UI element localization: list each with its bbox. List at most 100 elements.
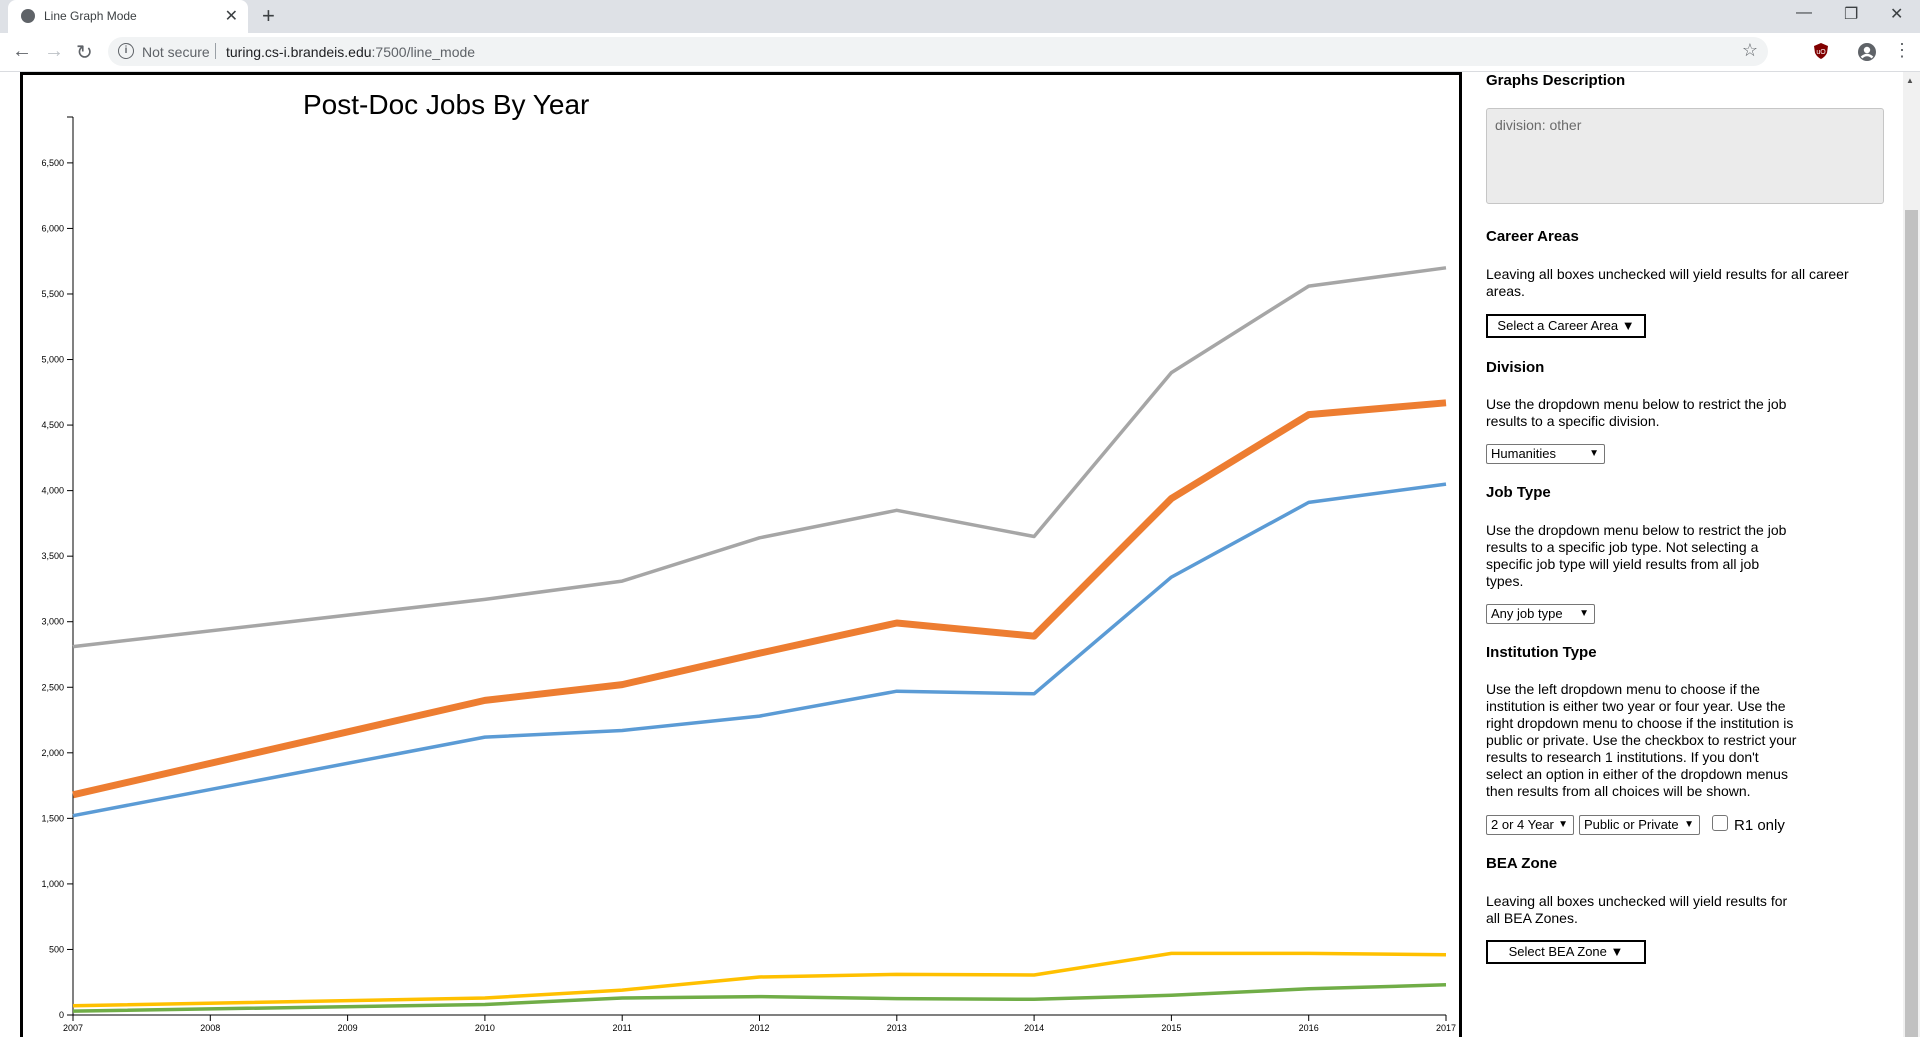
job-type-selected-value: Any job type xyxy=(1491,606,1563,621)
y-tick-label: 500 xyxy=(49,944,64,954)
scrollbar-thumb[interactable] xyxy=(1905,210,1918,1037)
url-text[interactable]: turing.cs-i.brandeis.edu:7500/line_mode xyxy=(226,44,475,60)
bea-zone-dropdown-button[interactable]: Select BEA Zone ▼ xyxy=(1486,940,1646,964)
division-text-line-1: Use the dropdown menu below to restrict … xyxy=(1486,396,1787,412)
info-icon[interactable]: i xyxy=(118,43,134,59)
address-bar[interactable]: i Not secure turing.cs-i.brandeis.edu:75… xyxy=(108,37,1768,66)
graphs-description-heading: Graphs Description xyxy=(1486,72,1626,89)
y-tick-label: 0 xyxy=(59,1010,64,1020)
profile-avatar-icon[interactable] xyxy=(1857,42,1877,62)
tab-line-graph-mode[interactable]: Line Graph Mode ✕ xyxy=(8,0,248,33)
reload-icon[interactable]: ↻ xyxy=(76,42,93,64)
svg-text:uO: uO xyxy=(1816,49,1826,56)
browser-toolbar: ← → ↻ i Not secure turing.cs-i.brandeis.… xyxy=(0,33,1920,72)
chevron-down-icon: ▼ xyxy=(1684,819,1694,830)
institution-years-selected-value: 2 or 4 Year xyxy=(1491,817,1554,832)
security-label[interactable]: Not secure xyxy=(142,44,210,60)
institution-type-text-line-2: institution is either two year or four y… xyxy=(1486,698,1786,714)
x-tick-label: 2010 xyxy=(475,1023,495,1033)
tab-close-button[interactable]: ✕ xyxy=(224,8,238,25)
series-line-1 xyxy=(72,266,1447,649)
url-host: turing.cs-i.brandeis.edu xyxy=(226,44,372,60)
x-tick-label: 2011 xyxy=(613,1023,632,1033)
y-tick-label: 2,000 xyxy=(41,748,64,758)
institution-type-text-line-7: then results from all choices will be sh… xyxy=(1486,783,1751,799)
forward-arrow-icon[interactable]: → xyxy=(44,40,64,62)
x-tick-label: 2013 xyxy=(887,1023,907,1033)
r1-only-label: R1 only xyxy=(1734,817,1785,834)
bea-zone-heading: BEA Zone xyxy=(1486,855,1558,872)
chart-frame: 0 500 1,000 1,500 2,000 2,500 3,000 3,500 4,000 4… xyxy=(20,72,1462,1037)
chart-title: Post-Doc Jobs By Year xyxy=(303,89,590,120)
url-path: :7500/line_mode xyxy=(371,44,476,60)
address-separator xyxy=(215,43,216,59)
x-tick-label: 2009 xyxy=(338,1023,358,1033)
y-tick-label: 2,500 xyxy=(41,682,64,692)
x-tick-label: 2015 xyxy=(1161,1023,1181,1033)
graphs-description-box: division: other xyxy=(1486,108,1884,204)
institution-type-heading: Institution Type xyxy=(1486,644,1597,661)
browser-menu-icon[interactable]: ⋮ xyxy=(1893,40,1911,60)
bea-zone-text-line-2: all BEA Zones. xyxy=(1486,910,1578,926)
x-tick-label: 2008 xyxy=(200,1023,220,1033)
restore-button[interactable]: ❐ xyxy=(1844,6,1859,23)
r1-only-checkbox[interactable] xyxy=(1712,815,1728,831)
series-line-2 xyxy=(72,399,1447,799)
institution-type-text-line-3: right dropdown menu to choose if the ins… xyxy=(1486,715,1794,731)
job-type-text-line-1: Use the dropdown menu below to restrict … xyxy=(1486,522,1787,538)
back-arrow-icon[interactable]: ← xyxy=(12,40,32,62)
career-areas-heading: Career Areas xyxy=(1486,228,1579,245)
ublock-extension-icon[interactable]: uO xyxy=(1812,42,1830,60)
job-type-text-line-3: specific job type will yield results fro… xyxy=(1486,556,1760,572)
institution-years-select[interactable]: 2 or 4 Year ▼ xyxy=(1486,815,1574,835)
y-tick-label: 5,000 xyxy=(41,355,64,365)
chevron-down-icon: ▼ xyxy=(1579,608,1589,619)
y-tick-label: 4,500 xyxy=(41,420,64,430)
y-tick-label: 1,000 xyxy=(41,879,64,889)
side-panel: Graphs Description division: other Caree… xyxy=(1486,72,1896,1037)
y-tick-label: 1,500 xyxy=(41,813,64,823)
job-type-text-line-2: results to a specific job type. Not sele… xyxy=(1486,539,1759,555)
x-tick-label: 2007 xyxy=(63,1023,83,1033)
line-chart: 0 500 1,000 1,500 2,000 2,500 3,000 3,500 4,000 4… xyxy=(41,116,1456,1033)
y-tick-label: 6,500 xyxy=(41,158,64,168)
job-type-select[interactable]: Any job type ▼ xyxy=(1486,604,1595,624)
institution-control-selected-value: Public or Private xyxy=(1584,817,1679,832)
institution-type-text-line-4: public or private. Use the checkbox to r… xyxy=(1486,732,1797,748)
career-area-dropdown-button[interactable]: Select a Career Area ▼ xyxy=(1486,314,1646,338)
division-heading: Division xyxy=(1486,359,1545,376)
x-tick-label: 2017 xyxy=(1436,1023,1456,1033)
tab-bar: Line Graph Mode ✕ + — ❐ ✕ xyxy=(0,0,1920,33)
y-tick-label: 6,000 xyxy=(41,223,64,233)
series-line-3 xyxy=(72,482,1447,818)
division-select[interactable]: Humanities ▼ xyxy=(1486,444,1605,464)
scroll-up-arrow-icon[interactable]: ▲ xyxy=(1906,76,1914,85)
new-tab-button[interactable]: + xyxy=(262,3,275,28)
y-tick-label: 3,500 xyxy=(41,551,64,561)
institution-type-text-line-6: select an option in either of the dropdo… xyxy=(1486,766,1788,782)
institution-control-select[interactable]: Public or Private ▼ xyxy=(1579,815,1700,835)
y-tick-label: 5,500 xyxy=(41,289,64,299)
institution-type-text-line-5: results to research 1 institutions. If y… xyxy=(1486,749,1759,765)
institution-type-text-line-1: Use the left dropdown menu to choose if … xyxy=(1486,681,1760,697)
division-text-line-2: results to a specific division. xyxy=(1486,413,1660,429)
tab-title: Line Graph Mode xyxy=(44,9,137,23)
series-line-5 xyxy=(72,983,1447,1013)
division-selected-value: Humanities xyxy=(1491,446,1557,461)
window-close-button[interactable]: ✕ xyxy=(1890,6,1904,23)
career-areas-text-line-1: Leaving all boxes unchecked will yield r… xyxy=(1486,266,1849,282)
y-tick-label: 4,000 xyxy=(41,486,64,496)
minimize-button[interactable]: — xyxy=(1796,4,1812,21)
bea-zone-text-line-1: Leaving all boxes unchecked will yield r… xyxy=(1486,893,1788,909)
x-tick-label: 2016 xyxy=(1299,1023,1319,1033)
bookmark-star-icon[interactable]: ☆ xyxy=(1741,40,1758,60)
job-type-text-line-4: types. xyxy=(1486,573,1524,589)
x-tick-label: 2012 xyxy=(749,1023,769,1033)
chevron-down-icon: ▼ xyxy=(1558,819,1568,830)
page-content: 0 500 1,000 1,500 2,000 2,500 3,000 3,500 4,000 4… xyxy=(0,72,1920,1037)
x-tick-label: 2014 xyxy=(1024,1023,1044,1033)
series-line-4 xyxy=(72,951,1447,1008)
y-tick-label: 3,000 xyxy=(41,617,64,627)
job-type-heading: Job Type xyxy=(1486,484,1551,501)
career-areas-text-line-2: areas. xyxy=(1486,283,1525,299)
